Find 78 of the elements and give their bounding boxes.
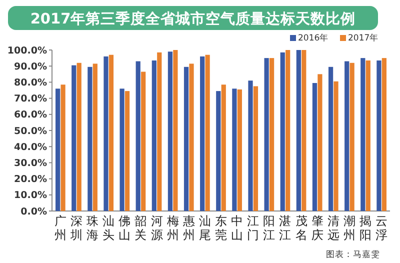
y-tick-label: 80.0%: [14, 78, 48, 89]
bar: [312, 83, 318, 211]
bar: [269, 58, 274, 211]
legend-label: 2016年: [298, 32, 329, 44]
legend-label: 2017年: [348, 32, 379, 44]
chart-title: 2017年第三季度全省城市空气质量达标天数比例: [30, 10, 356, 28]
bar: [92, 64, 98, 211]
bar: [88, 66, 92, 211]
bar: [248, 80, 253, 211]
bar: [124, 91, 130, 211]
y-tick-label: 90.0%: [14, 61, 48, 72]
x-tick-label: 珠海: [86, 214, 99, 242]
bar: [189, 64, 194, 211]
y-tick-label: 0.0%: [20, 206, 48, 218]
x-tick-label: 河源: [150, 214, 163, 242]
bar: [376, 60, 382, 211]
x-tick-label: 中山: [231, 214, 244, 242]
bar: [296, 50, 301, 211]
bar: [344, 61, 350, 211]
bar: [136, 61, 140, 211]
x-tick-label: 揭阳: [360, 214, 372, 242]
bar: [173, 50, 178, 211]
bar: [237, 89, 242, 211]
bar: [318, 74, 322, 211]
bar: [382, 58, 386, 211]
x-tick-label: 清远: [327, 214, 340, 242]
bar: [205, 54, 210, 211]
bar: [253, 86, 258, 211]
x-tick-label: 梅州: [166, 214, 179, 242]
bar: [76, 62, 82, 211]
bar: [120, 88, 124, 211]
x-tick-label: 广州: [54, 214, 66, 242]
bar: [334, 81, 338, 211]
bar: [264, 58, 269, 211]
bar: [168, 52, 173, 211]
bar: [200, 56, 205, 211]
x-tick-label: 深圳: [69, 214, 82, 242]
x-tick-label: 云浮: [376, 214, 388, 242]
x-tick-label: 佛山: [118, 214, 131, 242]
x-tick-label: 肇庆: [311, 214, 324, 242]
y-tick-label: 20.0%: [14, 174, 48, 186]
x-tick-label: 湛江: [279, 214, 292, 242]
bar: [216, 91, 221, 211]
bar: [280, 52, 285, 211]
x-tick-label: 茂名: [295, 214, 308, 242]
x-tick-label: 惠州: [182, 214, 195, 242]
bar: [141, 72, 146, 211]
bar: [108, 54, 114, 211]
y-tick-label: 60.0%: [14, 110, 48, 121]
bar: [328, 66, 334, 211]
bar: [221, 84, 226, 211]
bar: [232, 88, 237, 211]
bar: [286, 50, 290, 211]
bar: [104, 56, 108, 211]
y-tick-label: 30.0%: [14, 158, 48, 170]
x-tick-label: 潮州: [343, 214, 356, 242]
bar: [60, 84, 66, 211]
text: 图表：马嘉雯: [326, 249, 380, 260]
bar: [157, 52, 162, 211]
x-tick-label: 阳江: [263, 214, 276, 242]
y-tick-label: 10.0%: [14, 190, 48, 202]
y-tick-label: 70.0%: [14, 94, 48, 105]
bar: [184, 66, 189, 211]
y-tick-label: 100.0%: [7, 45, 48, 56]
x-tick-label: 江门: [247, 214, 260, 242]
bar: [366, 60, 370, 211]
x-tick-label: 汕头: [102, 214, 115, 242]
bar: [152, 60, 156, 211]
x-tick-label: 东莞: [215, 214, 227, 242]
y-tick-label: 50.0%: [14, 126, 48, 137]
y-tick-label: 40.0%: [14, 142, 48, 153]
bar: [302, 50, 306, 211]
bar: [360, 58, 366, 211]
x-tick-label: 韶关: [134, 214, 147, 242]
x-tick-label: 汕尾: [198, 214, 211, 242]
bar: [56, 88, 60, 211]
bar: [350, 62, 354, 211]
bar: [72, 65, 76, 211]
